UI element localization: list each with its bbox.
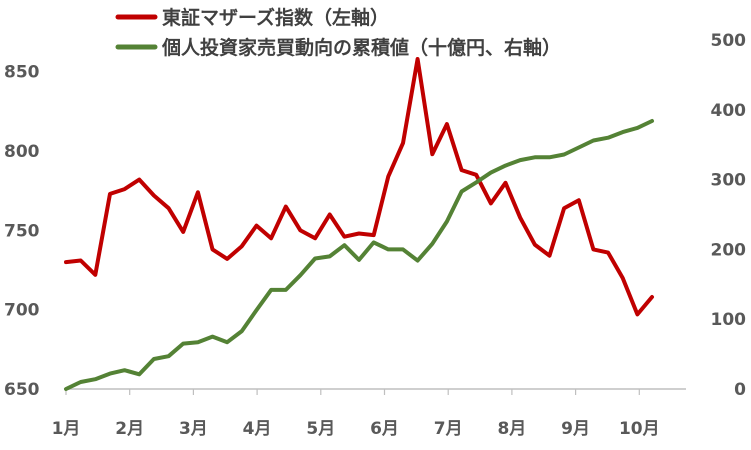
series-line-mothers-index bbox=[64, 57, 654, 317]
x-tick-label: 1月 bbox=[52, 419, 81, 439]
x-tick-label: 10月 bbox=[619, 419, 660, 439]
left-y-tick-label: 800 bbox=[4, 142, 40, 162]
series-line-individual-investor-cumulative bbox=[64, 119, 654, 391]
right-y-tick-label: 100 bbox=[711, 310, 747, 330]
left-y-tick-label: 700 bbox=[4, 301, 40, 321]
x-tick-label: 7月 bbox=[434, 419, 463, 439]
right-y-tick-label: 400 bbox=[711, 101, 747, 121]
right-y-tick-label: 300 bbox=[711, 171, 747, 191]
right-y-tick-label: 500 bbox=[711, 31, 747, 51]
x-tick-label: 6月 bbox=[370, 419, 399, 439]
x-tick-label: 8月 bbox=[497, 419, 526, 439]
left-y-tick-label: 750 bbox=[4, 221, 40, 241]
legend: 東証マザーズ指数（左軸） 個人投資家売買動向の累積値（十億円、右軸） bbox=[115, 6, 561, 59]
right-y-tick-label: 0 bbox=[734, 380, 746, 400]
left-y-tick-label: 650 bbox=[4, 380, 40, 400]
legend-label: 個人投資家売買動向の累積値（十億円、右軸） bbox=[161, 36, 561, 59]
x-tick-label: 3月 bbox=[179, 419, 208, 439]
x-tick-label: 5月 bbox=[306, 419, 335, 439]
x-tick-label: 2月 bbox=[115, 419, 144, 439]
legend-label: 東証マザーズ指数（左軸） bbox=[162, 6, 389, 29]
left-y-tick-label: 850 bbox=[4, 63, 40, 83]
axis-layer: 1月 2月 3月 4月 5月 6月 7月 8月 9月 10月 650 700 750 800 850 0 100… bbox=[4, 31, 746, 439]
series-layer bbox=[64, 57, 654, 391]
x-tick-label: 4月 bbox=[243, 419, 272, 439]
right-y-tick-label: 200 bbox=[711, 240, 747, 260]
x-tick-label: 9月 bbox=[561, 419, 590, 439]
